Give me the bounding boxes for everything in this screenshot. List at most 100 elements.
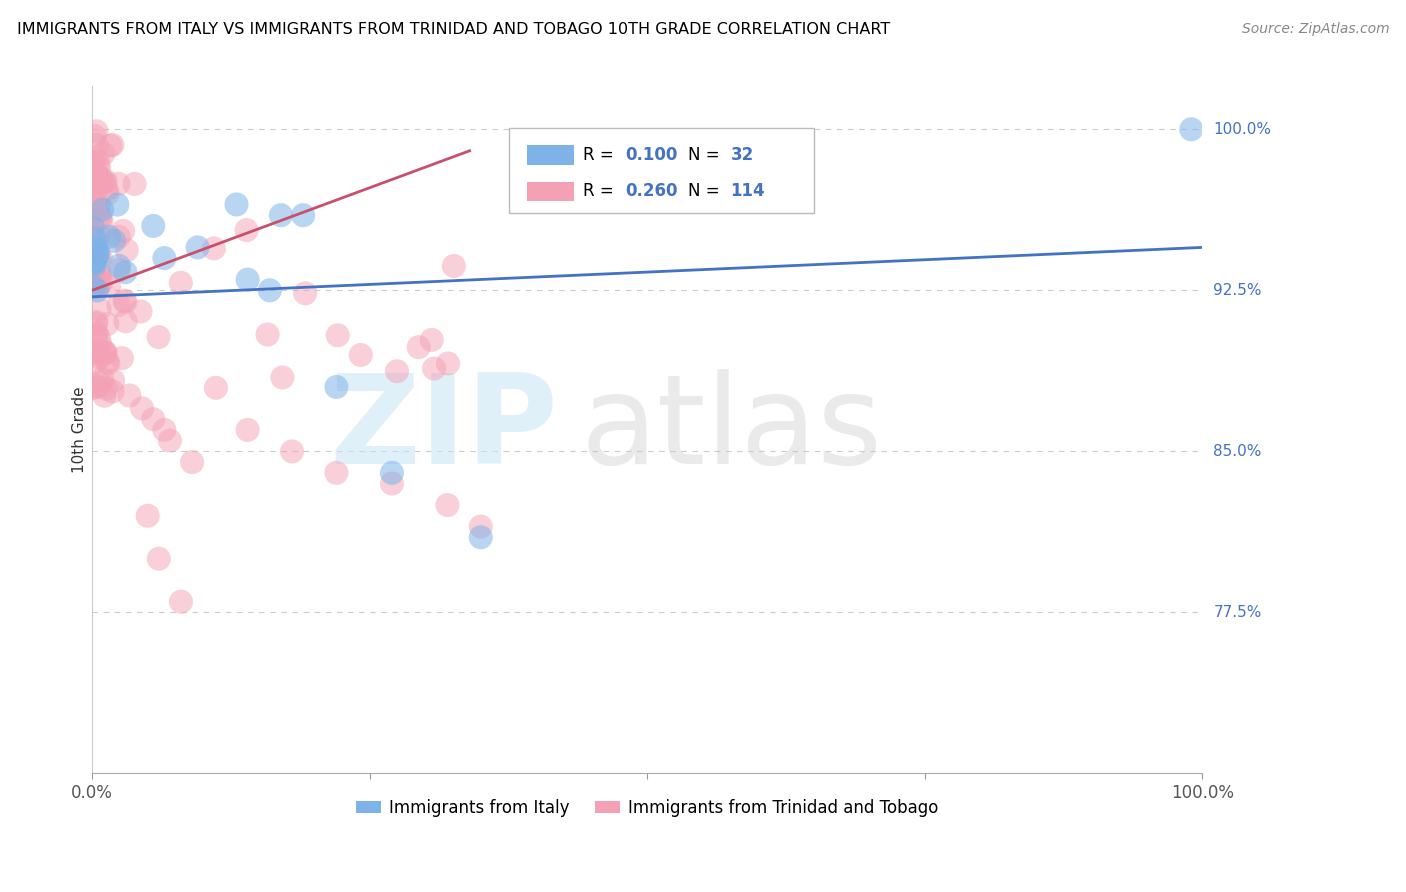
Point: [84, 326, 107, 340]
Text: Source: ZipAtlas.com: Source: ZipAtlas.com: [1241, 22, 1389, 37]
Point: [86, 380, 108, 394]
Point: [89, 227, 111, 242]
Point: [96, 183, 118, 197]
Point: [86, 180, 108, 194]
Point: [115, 243, 138, 257]
Point: [107, 177, 129, 191]
Legend: Immigrants from Italy, Immigrants from Trinidad and Tobago: Immigrants from Italy, Immigrants from T…: [349, 792, 945, 823]
Point: [114, 314, 136, 328]
Point: [259, 283, 281, 297]
Point: [124, 177, 146, 191]
Point: [86, 124, 108, 138]
Text: 85.0%: 85.0%: [1213, 444, 1261, 458]
Point: [89, 212, 111, 227]
Point: [148, 330, 170, 344]
Point: [87, 330, 110, 344]
Text: 32: 32: [731, 146, 754, 164]
Point: [98, 279, 121, 293]
Point: [89, 376, 111, 390]
Point: [408, 340, 430, 354]
Point: [101, 384, 124, 399]
Point: [93, 345, 115, 359]
Point: [98, 138, 121, 153]
Point: [181, 455, 204, 469]
Point: [83, 128, 105, 143]
Point: [90, 251, 112, 265]
Point: [83, 177, 105, 191]
Text: 77.5%: 77.5%: [1213, 605, 1261, 620]
Point: [256, 327, 278, 342]
Point: [84, 203, 107, 218]
Point: [114, 265, 136, 279]
Point: [90, 214, 112, 228]
Point: [87, 345, 110, 359]
Point: [112, 224, 135, 238]
Point: [170, 276, 193, 290]
Point: [93, 146, 115, 161]
Point: [82, 256, 104, 270]
Point: [82, 182, 104, 196]
Point: [87, 198, 110, 212]
Point: [236, 423, 259, 437]
Point: [108, 259, 131, 273]
Point: [84, 153, 107, 167]
Point: [381, 466, 404, 480]
Point: [205, 381, 228, 395]
Point: [131, 401, 153, 416]
Point: [84, 172, 107, 186]
Point: [470, 519, 492, 533]
Point: [350, 348, 373, 362]
Point: [436, 498, 458, 512]
Point: [91, 372, 114, 386]
Point: [86, 249, 108, 263]
Point: [101, 137, 124, 152]
Point: [148, 551, 170, 566]
Point: [82, 155, 104, 169]
Point: [202, 241, 225, 255]
Text: 0.260: 0.260: [626, 182, 678, 201]
Point: [82, 220, 104, 235]
Point: [84, 355, 107, 369]
Point: [87, 270, 110, 285]
Point: [94, 346, 117, 360]
Point: [470, 530, 492, 544]
Point: [83, 258, 105, 272]
Point: [114, 294, 136, 309]
FancyBboxPatch shape: [509, 128, 814, 213]
Point: [82, 197, 104, 211]
Point: [271, 370, 294, 384]
Point: [84, 378, 107, 392]
Point: [90, 276, 112, 290]
Point: [93, 389, 115, 403]
Point: [82, 163, 104, 178]
Point: [270, 208, 292, 222]
Text: atlas: atlas: [581, 369, 883, 491]
Point: [84, 242, 107, 256]
Point: [87, 272, 110, 286]
Point: [96, 317, 118, 331]
Point: [118, 388, 141, 402]
Point: [281, 444, 304, 458]
Point: [87, 248, 110, 262]
FancyBboxPatch shape: [527, 182, 574, 201]
Point: [84, 315, 107, 329]
Point: [84, 255, 107, 269]
Point: [159, 434, 181, 448]
Point: [84, 317, 107, 331]
Point: [381, 476, 404, 491]
Point: [423, 361, 446, 376]
Point: [83, 195, 105, 210]
Point: [225, 197, 247, 211]
Point: [86, 244, 108, 259]
Text: N =: N =: [689, 146, 725, 164]
Point: [83, 280, 105, 294]
Point: [101, 374, 124, 388]
Text: ZIP: ZIP: [330, 369, 558, 491]
Point: [103, 234, 125, 248]
Point: [87, 155, 110, 169]
Point: [107, 298, 129, 312]
Point: [94, 345, 117, 359]
Point: [87, 161, 110, 175]
Point: [84, 232, 107, 246]
Point: [91, 202, 114, 217]
